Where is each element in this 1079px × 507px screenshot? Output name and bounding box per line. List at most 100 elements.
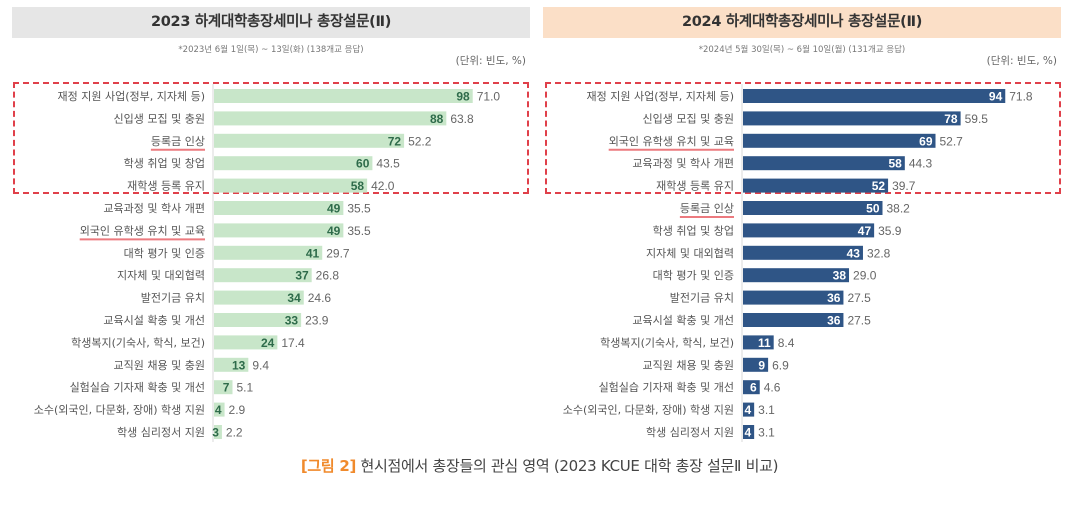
count-label: 49: [327, 224, 341, 238]
bar: [743, 133, 936, 148]
percent-label: 17.4: [281, 336, 305, 350]
bar-row: 대학 평가 및 인증 38 29.0: [653, 268, 877, 283]
highlight-box-2023: [13, 82, 529, 194]
category-label: 대학 평가 및 인증: [653, 269, 734, 282]
bar: [743, 357, 769, 372]
count-label: 52: [872, 179, 886, 193]
category-label: 교육과정 및 학사 개편: [103, 202, 205, 215]
bar-row: 재정 지원 사업(정부, 지자체 등) 94 71.8: [586, 89, 1033, 104]
count-label: 34: [287, 291, 301, 305]
category-label: 지자체 및 대외협력: [117, 269, 205, 282]
count-label: 69: [919, 134, 933, 148]
percent-label: 27.5: [847, 314, 871, 328]
percent-label: 4.6: [764, 381, 781, 395]
count-label: 50: [866, 202, 880, 216]
bar: [214, 425, 222, 439]
percent-label: 35.9: [878, 224, 902, 238]
bar: [743, 223, 875, 238]
category-label: 발전기금 유치: [141, 292, 205, 305]
category-label: 등록금 인상: [151, 135, 205, 148]
percent-label: 24.6: [308, 291, 332, 305]
percent-label: 2.2: [226, 426, 243, 440]
category-label: 교육시설 확충 및 개선: [632, 314, 734, 327]
bar-row: 교육시설 확충 및 개선 36 27.5: [632, 313, 871, 328]
count-label: 36: [827, 314, 841, 328]
percent-label: 8.4: [778, 336, 795, 350]
figure-label: [그림 2]: [300, 457, 357, 475]
figure-caption-text: 현시점에서 총장들의 관심 영역 (2023 KCUE 대학 총장 설문Ⅱ 비교…: [356, 457, 779, 475]
bar-row: 학생 심리정서 지원 4 3.1: [646, 425, 775, 440]
count-label: 4: [215, 403, 222, 417]
bar: [743, 201, 883, 215]
percent-label: 63.8: [450, 112, 474, 126]
category-label: 지자체 및 대외협력: [646, 247, 734, 260]
count-label: 58: [351, 179, 365, 193]
chart-panel-2024: 2024 하계대학총장세미나 총장설문(Ⅱ) *2024년 5월 30일(목) …: [540, 0, 1079, 445]
count-label: 58: [888, 157, 902, 171]
bar-row: 재학생 등록 유지 58 42.0: [127, 178, 395, 193]
bar-row: 등록금 인상 50 38.2: [679, 201, 910, 218]
bar: [743, 290, 844, 305]
percent-label: 52.7: [940, 134, 964, 148]
bar: [214, 133, 405, 148]
count-label: 49: [327, 202, 341, 216]
unit-label-2023: (단위: 빈도, %): [455, 55, 526, 67]
bar-row: 교육과정 및 학사 개편 58 44.3: [632, 156, 933, 171]
bar-row: 교직원 채용 및 충원 13 9.4: [114, 357, 269, 372]
percent-label: 29.0: [853, 269, 877, 283]
category-label: 교육시설 확충 및 개선: [103, 314, 205, 327]
bar: [214, 402, 225, 417]
category-label: 학생복지(기숙사, 학식, 보건): [71, 336, 205, 349]
bar: [214, 357, 249, 372]
bar: [743, 245, 863, 260]
bar-row: 대학 평가 및 인증 41 29.7: [124, 245, 350, 260]
percent-label: 32.8: [867, 246, 891, 260]
count-label: 13: [232, 358, 246, 372]
bar: [214, 111, 447, 126]
category-label: 대학 평가 및 인증: [124, 247, 205, 260]
category-label: 실험실습 기자재 확충 및 개선: [599, 381, 734, 394]
percent-label: 29.7: [326, 246, 350, 260]
bar: [214, 380, 233, 395]
bar-row: 소수(외국인, 다문화, 장애) 학생 지원 4 3.1: [563, 402, 775, 417]
bar-chart-2023: 재정 지원 사업(정부, 지자체 등) 98 71.0 신입생 모집 및 충원 88 63…: [34, 84, 500, 442]
bar-row: 교직원 채용 및 충원 9 6.9: [643, 357, 789, 372]
count-label: 3: [212, 426, 219, 440]
percent-label: 5.1: [236, 381, 253, 395]
bar: [743, 425, 755, 439]
bar: [743, 335, 774, 350]
bar: [214, 290, 304, 305]
bar-row: 지자체 및 대외협력 43 32.8: [646, 245, 891, 260]
survey-period-2023: *2023년 6월 1일(목) ~ 13일(화) (138개교 응답): [178, 45, 364, 55]
bar-row: 등록금 인상 72 52.2: [150, 133, 432, 151]
percent-label: 39.7: [892, 179, 916, 193]
bar: [214, 268, 312, 283]
category-label: 학생 심리정서 지원: [117, 426, 205, 439]
bar-row: 외국인 유학생 유치 및 교육 69 52.7: [608, 133, 964, 151]
bar: [743, 313, 844, 327]
percent-label: 44.3: [909, 157, 933, 171]
count-label: 38: [833, 269, 847, 283]
percent-label: 26.8: [316, 269, 340, 283]
highlight-box-2024: [545, 82, 1061, 194]
category-label: 등록금 인상: [680, 202, 734, 215]
category-label: 외국인 유학생 유치 및 교육: [609, 135, 734, 148]
bar: [214, 313, 302, 327]
count-label: 78: [944, 112, 958, 126]
count-label: 72: [388, 134, 402, 148]
bar-row: 학생복지(기숙사, 학식, 보건) 24 17.4: [71, 335, 305, 350]
bar-row: 발전기금 유치 36 27.5: [670, 290, 871, 305]
bar-row: 소수(외국인, 다문화, 장애) 학생 지원 4 2.9: [34, 402, 246, 417]
percent-label: 27.5: [847, 291, 871, 305]
bar: [214, 178, 368, 193]
bar: [214, 335, 278, 350]
bar: [743, 178, 889, 193]
count-label: 4: [744, 426, 751, 440]
count-label: 24: [261, 336, 275, 350]
bar-row: 재정 지원 사업(정부, 지자체 등) 98 71.0: [57, 89, 500, 104]
bar: [743, 268, 850, 283]
percent-label: 71.0: [477, 90, 501, 104]
chart-panel-2023: 2023 하계대학총장세미나 총장설문(Ⅱ) *2023년 6월 1일(목) ~…: [0, 0, 540, 445]
percent-label: 52.2: [408, 134, 432, 148]
bar-row: 실험실습 기자재 확충 및 개선 7 5.1: [70, 380, 253, 395]
